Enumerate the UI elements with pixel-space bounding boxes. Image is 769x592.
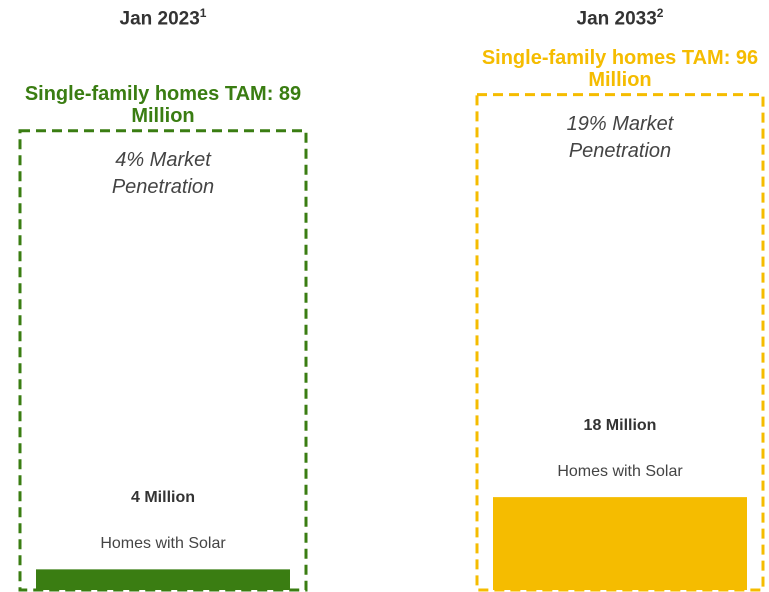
footnote-marker: 1 (199, 6, 207, 20)
tam-label: Single-family homes TAM: 96 Million (481, 46, 759, 91)
homes-bar (493, 497, 747, 590)
title-text: Jan 2033 (576, 8, 657, 30)
title-text: Jan 2023 (119, 8, 200, 30)
tam-label: Single-family homes TAM: 89 Million (24, 82, 302, 127)
footnote-marker: 2 (656, 6, 664, 20)
homes-value: 4 Million (131, 489, 195, 507)
penetration-label: 19% Market Penetration (566, 112, 674, 162)
panel-title: Jan 20332 (470, 6, 769, 30)
homes-caption: Homes with Solar (100, 535, 226, 553)
homes-bar (36, 569, 290, 590)
homes-value: 18 Million (583, 417, 657, 435)
penetration-label: 4% Market Penetration (111, 148, 215, 198)
homes-caption: Homes with Solar (557, 463, 683, 481)
tam-box (475, 93, 765, 592)
panel-title: Jan 20231 (13, 6, 313, 30)
